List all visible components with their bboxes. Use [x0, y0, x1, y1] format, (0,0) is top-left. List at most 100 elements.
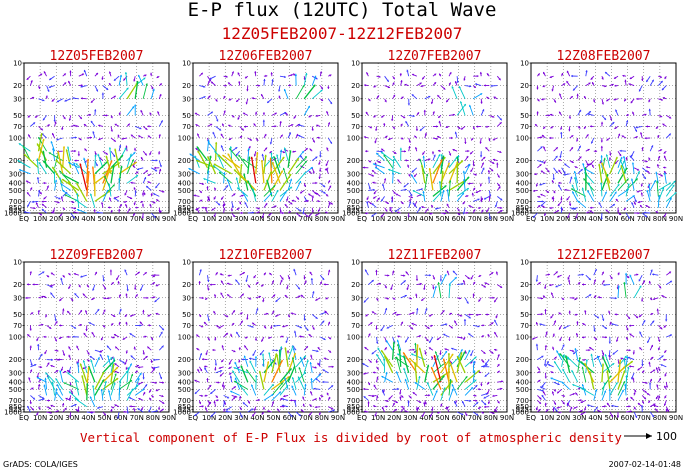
flux-vector-head — [330, 385, 334, 388]
flux-vector — [632, 162, 635, 174]
flux-vector-head — [281, 335, 284, 338]
x-tick-label: 10N — [540, 414, 554, 422]
flux-vector-head — [456, 162, 459, 165]
flux-vector — [577, 356, 581, 373]
flux-vector-head — [660, 327, 663, 330]
flux-vector-head — [494, 332, 497, 335]
flux-vector — [263, 154, 267, 174]
flux-vector — [239, 384, 249, 396]
flux-vector-head — [156, 75, 159, 78]
flux-vector-head — [472, 164, 475, 167]
flux-vector-head — [327, 321, 331, 324]
flux-vector-head — [383, 358, 386, 361]
flux-vector-head — [314, 75, 317, 78]
flux-vector-head — [537, 368, 540, 371]
flux-vector-head — [650, 269, 653, 272]
flux-vector-head — [576, 139, 579, 142]
x-tick-label: 40N — [250, 414, 264, 422]
flux-vector-head — [635, 126, 638, 129]
flux-vector — [118, 87, 129, 100]
flux-vector — [232, 370, 241, 383]
x-tick-label: 90N — [669, 414, 683, 422]
flux-vector-head — [101, 92, 105, 95]
flux-vector-head — [663, 325, 666, 328]
flux-vector-head — [476, 402, 479, 405]
flux-vector-head — [147, 314, 150, 317]
flux-vector — [448, 180, 451, 197]
flux-vector-head — [303, 172, 306, 175]
flux-vector-head — [144, 74, 147, 77]
flux-vector-head — [33, 122, 36, 125]
y-tick-label: 70 — [351, 322, 360, 330]
flux-vector-head — [578, 145, 581, 148]
flux-vector-head — [159, 165, 162, 168]
flux-vector — [472, 370, 476, 383]
flux-vector-head — [638, 279, 641, 282]
flux-vector-head — [213, 163, 216, 166]
flux-vector — [126, 153, 132, 168]
flux-vector — [456, 162, 459, 184]
flux-vector-head — [246, 369, 249, 372]
flux-vector-head — [493, 96, 496, 99]
flux-vector-head — [658, 368, 661, 371]
flux-vector-head — [221, 384, 225, 387]
flux-vector-head — [371, 311, 375, 314]
flux-vector-head — [258, 370, 262, 373]
flux-vector-head — [574, 313, 577, 316]
flux-vector-head — [209, 283, 212, 286]
flux-vector — [126, 373, 134, 390]
flux-vector-head — [213, 311, 216, 314]
flux-vector-head — [194, 379, 197, 382]
flux-vector-head — [162, 381, 165, 384]
flux-vector-head — [450, 361, 452, 364]
flux-vector-head — [159, 376, 163, 380]
figure-title: E-P flux (12UTC) Total Wave — [188, 0, 497, 21]
flux-vector-head — [102, 279, 105, 282]
flux-vector-head — [252, 353, 255, 356]
flux-vector-head — [56, 138, 59, 141]
x-tick-label: 20N — [387, 215, 401, 223]
flux-vector-head — [443, 387, 446, 390]
flux-vector-head — [108, 390, 111, 393]
y-tick-label: 500 — [9, 386, 22, 394]
flux-vector-head — [47, 89, 50, 92]
y-tick-label: 200 — [516, 356, 529, 364]
flux-vector-head — [574, 298, 577, 300]
flux-vector-head — [203, 178, 206, 181]
flux-vector-head — [423, 109, 426, 112]
y-tick-label: 30 — [13, 294, 22, 302]
flux-vector-head — [364, 410, 367, 413]
flux-vector-head — [479, 141, 482, 144]
flux-vector-head — [55, 159, 58, 162]
flux-vector — [214, 142, 217, 161]
flux-vector-head — [65, 397, 68, 400]
flux-vector-head — [562, 368, 565, 371]
flux-vector-head — [217, 381, 220, 384]
flux-vector-head — [133, 147, 137, 150]
flux-vector-head — [106, 87, 109, 90]
flux-vector-head — [88, 113, 91, 117]
flux-vector-head — [478, 406, 481, 409]
flux-vector-head — [445, 323, 448, 326]
x-tick-label: 60N — [283, 414, 297, 422]
y-tick-label: 300 — [178, 170, 191, 178]
flux-vector — [218, 171, 233, 184]
flux-vector-head — [614, 76, 617, 79]
flux-vector-head — [114, 404, 117, 407]
flux-vector-head — [404, 150, 406, 153]
flux-vector-head — [68, 181, 71, 184]
flux-vector-head — [124, 269, 127, 272]
flux-vector-head — [363, 387, 366, 391]
flux-vector-head — [381, 406, 384, 410]
flux-vector-head — [222, 123, 225, 126]
flux-vector-head — [586, 134, 589, 137]
flux-vector — [460, 101, 466, 116]
flux-vector-head — [497, 175, 500, 178]
flux-vector-head — [39, 192, 42, 195]
flux-vector-head — [62, 308, 65, 311]
flux-vector-head — [80, 97, 83, 100]
flux-vector-head — [205, 407, 208, 410]
flux-vector-head — [57, 358, 60, 361]
flux-vector-head — [269, 272, 272, 275]
flux-vector-head — [588, 111, 591, 114]
